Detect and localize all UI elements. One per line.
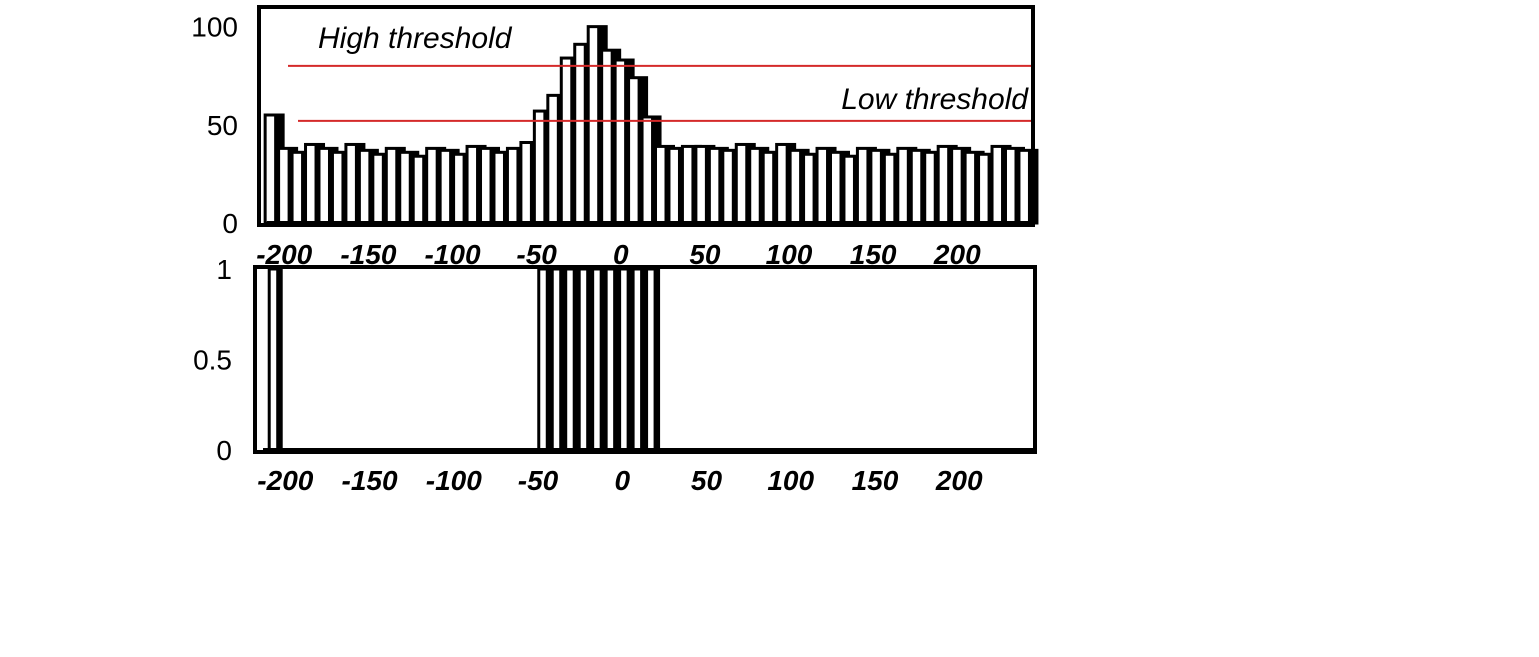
x-tick-label: 50	[691, 465, 723, 496]
x-tick-label: 100	[767, 465, 814, 496]
x-tick-label: 100	[766, 239, 813, 270]
mask-bar-fill	[572, 269, 578, 450]
x-tick-label: -100	[426, 465, 482, 496]
mask-bar-fill	[559, 269, 565, 450]
mask-bar-fill	[599, 269, 605, 450]
plot-frame	[253, 265, 1037, 454]
mask-bar-fill	[545, 269, 551, 450]
y-tick-label: 50	[207, 110, 238, 141]
mask-bar-fill	[626, 269, 632, 450]
x-tick-label: 150	[852, 465, 899, 496]
x-tick-label: 0	[613, 239, 629, 270]
x-tick-label: -150	[342, 465, 398, 496]
histogram-bars	[263, 25, 1039, 225]
x-tick-label: -200	[257, 465, 313, 496]
mask-bar-fill	[276, 269, 282, 450]
threshold-label: High threshold	[318, 22, 513, 55]
threshold-lines: High threshold Low threshold	[288, 22, 1033, 122]
x-tick-labels: -200 -150 -100 -50 0 50 100 150 200	[257, 465, 983, 496]
y-tick-label: 0.5	[193, 345, 232, 376]
x-tick-labels: -200 -150 -100 -50 0 50 100 150 200	[256, 239, 981, 270]
x-tick-label: -50	[516, 239, 557, 270]
plot-frame	[257, 5, 1035, 227]
x-tick-label: -100	[424, 239, 480, 270]
mask-bar-fill	[640, 269, 646, 450]
binary-mask-chart: 00.51 -200 -150 -100 -50 0 50 100 150 200	[193, 254, 1037, 496]
y-tick-label: 0	[216, 435, 232, 466]
mask-bar-fill	[653, 269, 659, 450]
y-tick-label: 0	[222, 208, 238, 239]
y-tick-labels: 0 50 100	[191, 12, 238, 239]
x-tick-label: 50	[689, 239, 721, 270]
x-tick-label: -200	[256, 239, 312, 270]
x-tick-label: 150	[850, 239, 897, 270]
y-tick-label: 100	[191, 12, 238, 43]
x-tick-label: 200	[933, 239, 981, 270]
threshold-label: Low threshold	[841, 83, 1029, 116]
y-tick-label: 1	[216, 254, 232, 285]
mask-bar-fill	[613, 269, 619, 450]
x-tick-label: 200	[935, 465, 983, 496]
x-tick-label: 0	[614, 465, 630, 496]
mask-bar-fill	[586, 269, 592, 450]
x-tick-label: -50	[518, 465, 559, 496]
x-tick-label: -150	[340, 239, 396, 270]
mask-bars	[263, 267, 1033, 452]
y-tick-labels: 00.51	[193, 254, 232, 466]
